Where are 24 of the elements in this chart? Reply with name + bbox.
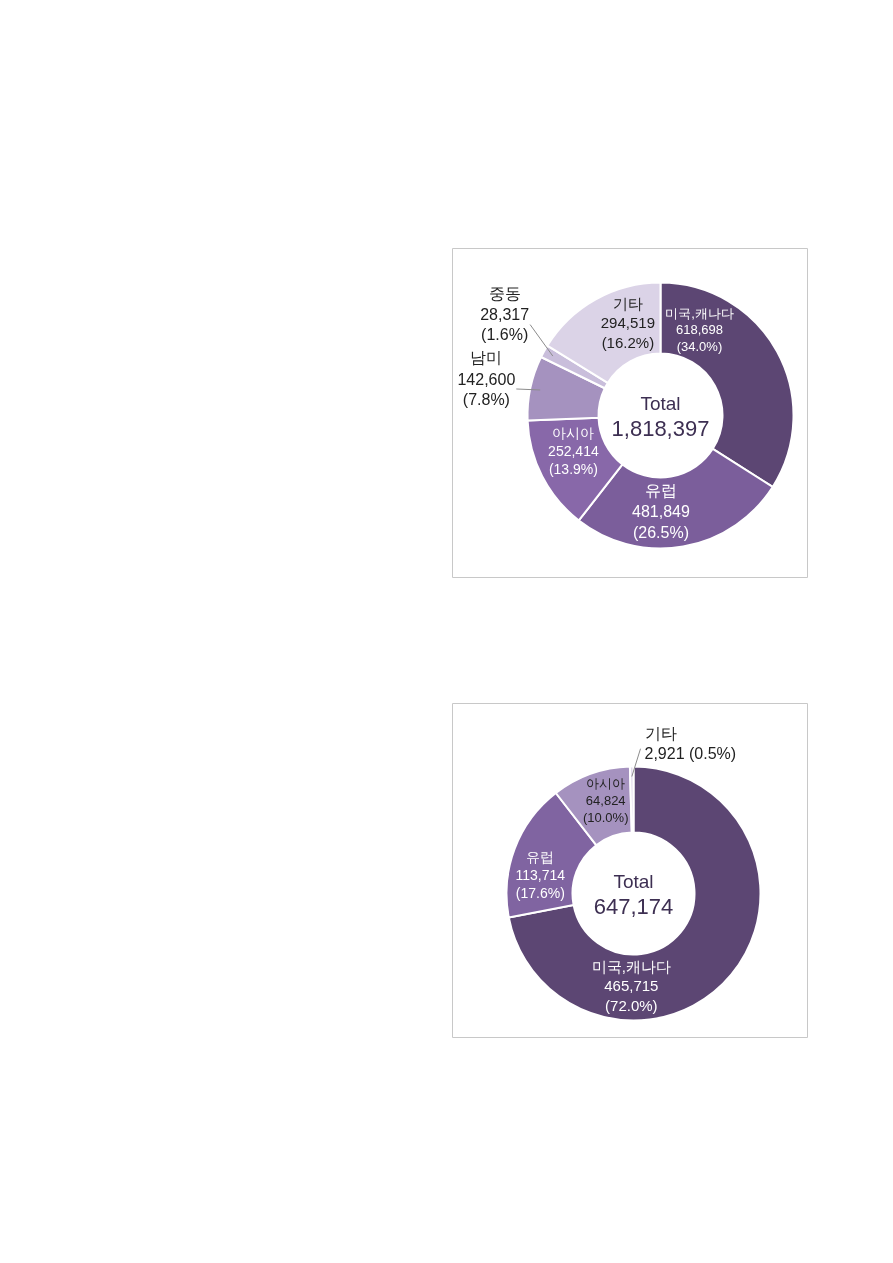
slice-label: 기타 (612, 295, 643, 313)
slice-label: 아시아 (586, 776, 626, 792)
data-label: 481,849 (26.5%) (632, 503, 690, 541)
data-label: 142,600 (7.8%) (457, 370, 516, 408)
data-label: 28,317 (1.6%) (480, 306, 530, 344)
data-label: 294,519 (16.2%) (600, 314, 656, 352)
text: 647,174 (593, 893, 674, 919)
slice-label: 유럽 (526, 848, 555, 865)
slice-label: 중동 (488, 284, 521, 302)
data-label: 113,714 (17.6%) (515, 867, 566, 902)
text: 1,818,397 (611, 415, 710, 441)
data-label: 465,715 (72.0%) (604, 977, 659, 1015)
slice-label: 남미 (470, 349, 503, 367)
slice-label: 미국,캐나다 (665, 305, 734, 321)
data-label: 618,698 (34.0%) (675, 322, 723, 355)
data-label: 252,414 (13.9%) (548, 442, 599, 478)
data-label: 64,824 (10.0%) (582, 793, 629, 825)
slice-label: 미국,캐나다 (591, 958, 671, 976)
text: Total (640, 392, 681, 414)
slice-label: 기타 (644, 724, 677, 742)
data-label: 2,921 (0.5%) (644, 745, 737, 763)
text: Total (613, 870, 654, 892)
slice-label: 아시아 (552, 424, 595, 441)
slice-label: 유럽 (644, 482, 677, 500)
